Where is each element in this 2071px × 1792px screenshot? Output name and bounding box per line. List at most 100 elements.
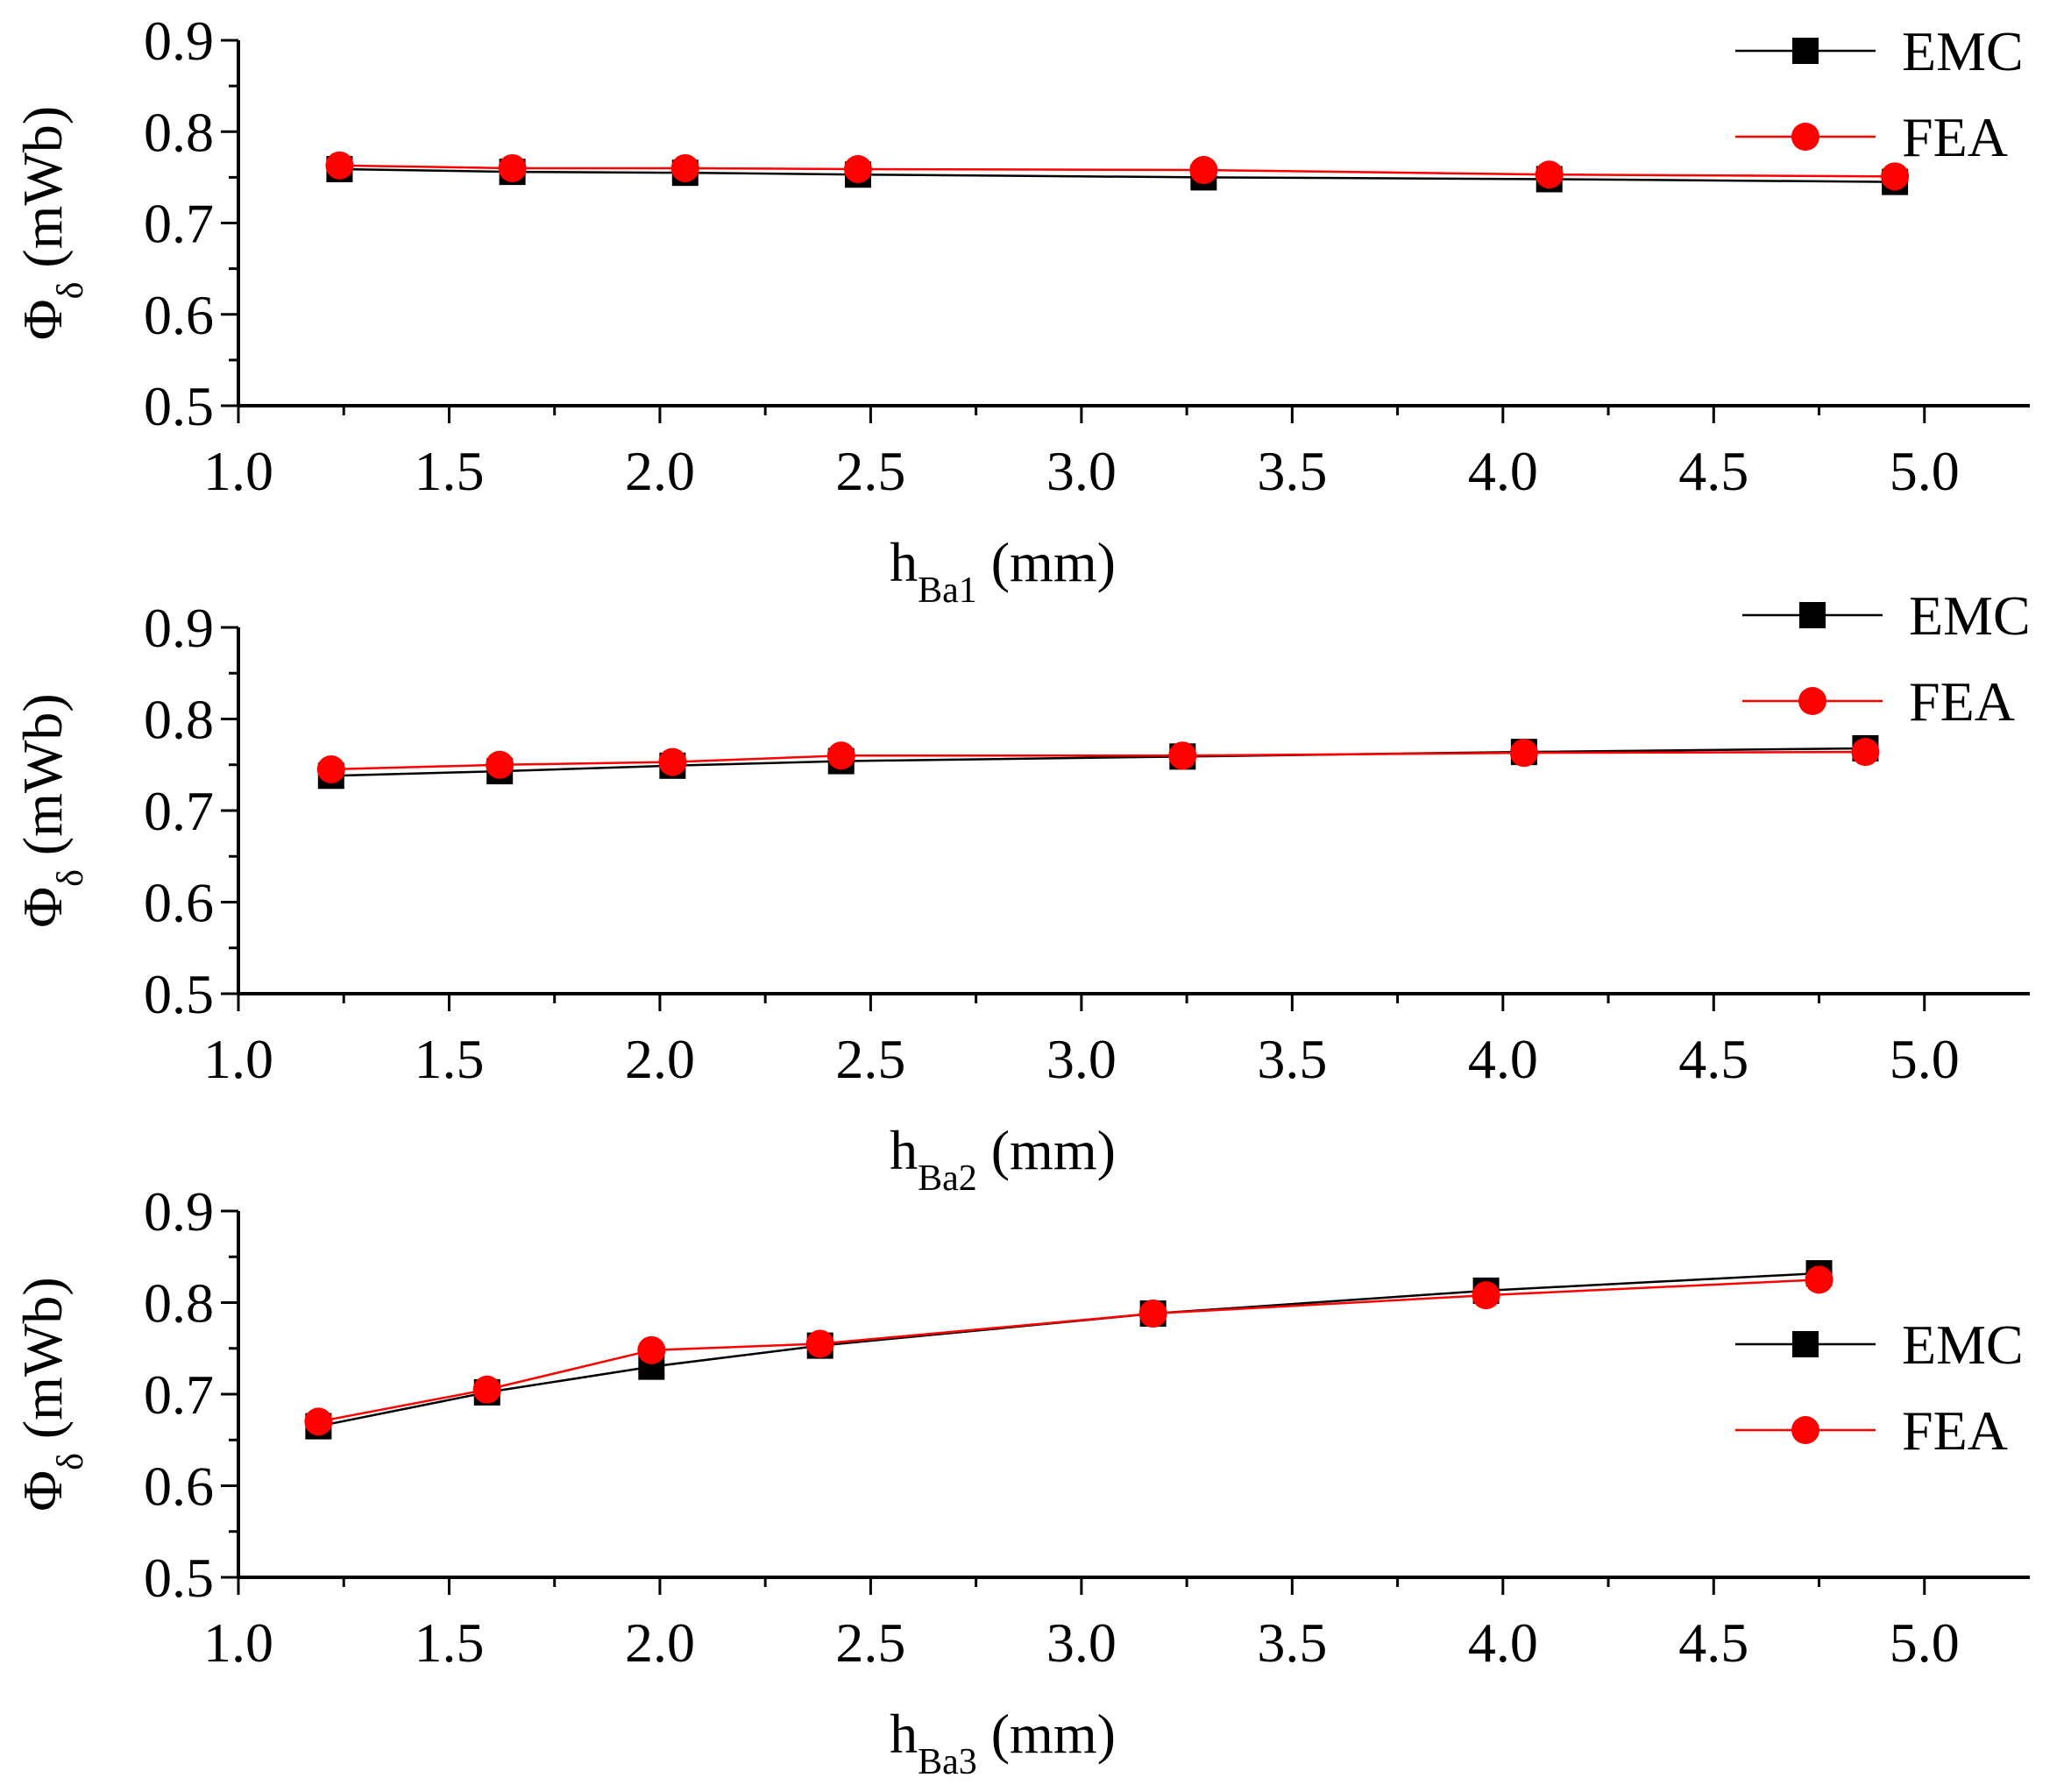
x-axis-label-sub: Ba1 bbox=[918, 570, 977, 611]
x-tick-label: 4.0 bbox=[1468, 1028, 1538, 1090]
x-axis-label-unit: (mm) bbox=[977, 1703, 1116, 1765]
x-axis-label: hBa2 (mm) bbox=[890, 1119, 1116, 1199]
data-point-fea bbox=[486, 750, 514, 779]
y-axis-label-sub: δ bbox=[51, 1453, 91, 1470]
legend-marker-fea bbox=[1791, 123, 1819, 151]
y-axis-label-unit: (mWb) bbox=[11, 1277, 74, 1453]
data-point-fea bbox=[1851, 738, 1880, 767]
y-axis-label-sub: δ bbox=[51, 869, 91, 887]
y-axis-label-main: Φ bbox=[11, 887, 74, 928]
legend-marker-emc bbox=[1792, 38, 1819, 64]
x-tick-label: 3.5 bbox=[1257, 1611, 1327, 1674]
chart-panel-bottom: 1.0 1.5 2.0 2.5 3.0 3.5 4.0 4.5 5.0 0.5 0.6 0.7 0.8 0… bbox=[11, 1180, 2030, 1782]
y-axis-label: Φδ (mWb) bbox=[11, 106, 91, 340]
legend-marker-fea bbox=[1791, 1416, 1819, 1444]
series-line-emc bbox=[318, 1271, 1819, 1427]
x-tick-label: 2.5 bbox=[835, 1028, 905, 1090]
legend: EMC FEA bbox=[1735, 20, 2024, 168]
y-axis-label-unit: (mWb) bbox=[11, 693, 74, 869]
x-tick-label: 4.5 bbox=[1678, 440, 1748, 502]
x-tick-label: 4.0 bbox=[1468, 1611, 1538, 1674]
x-tick-label: 3.0 bbox=[1046, 1611, 1117, 1674]
data-point-fea bbox=[670, 153, 699, 182]
y-tick-label: 0.7 bbox=[144, 1363, 214, 1426]
legend-marker-emc bbox=[1799, 602, 1826, 628]
x-axis-label-unit: (mm) bbox=[977, 1119, 1116, 1181]
x-tick-label: 2.0 bbox=[625, 1611, 695, 1674]
data-point-fea bbox=[1472, 1281, 1500, 1310]
chart-panel-middle: 1.0 1.5 2.0 2.5 3.0 3.5 4.0 4.5 5.0 0.5 0.6 0.7 0.8 0… bbox=[11, 584, 2031, 1199]
data-point-fea bbox=[1535, 160, 1564, 189]
data-point-fea bbox=[325, 151, 354, 180]
x-tick-label: 1.5 bbox=[414, 1028, 484, 1090]
x-tick-label: 1.0 bbox=[203, 1028, 273, 1090]
data-point-fea bbox=[1189, 156, 1218, 185]
data-point-fea bbox=[1138, 1300, 1167, 1328]
y-axis-label-main: Φ bbox=[11, 1470, 74, 1512]
data-point-fea bbox=[843, 154, 872, 183]
x-axis-label-sub: Ba3 bbox=[918, 1742, 977, 1782]
legend-label-emc: EMC bbox=[1902, 20, 2024, 82]
x-axis-label-unit: (mm) bbox=[977, 531, 1116, 593]
x-tick-label: 1.5 bbox=[414, 1611, 484, 1674]
x-axis-label-sub: Ba2 bbox=[918, 1158, 977, 1199]
series-line-fea bbox=[339, 164, 1896, 178]
x-tick-label: 2.5 bbox=[835, 440, 905, 502]
x-tick-label: 4.0 bbox=[1468, 440, 1538, 502]
y-axis-label-main: Φ bbox=[11, 299, 74, 340]
x-tick-label: 3.0 bbox=[1046, 1028, 1117, 1090]
y-tick-label: 0.8 bbox=[144, 101, 214, 163]
legend-label-emc: EMC bbox=[1902, 1314, 2024, 1376]
chart-panel-top: 1.0 1.5 2.0 2.5 3.0 3.5 4.0 4.5 5.0 0.5 0.6 0.7 0.8 0… bbox=[11, 10, 2030, 611]
data-point-fea bbox=[637, 1335, 666, 1364]
x-tick-label: 3.5 bbox=[1257, 440, 1327, 502]
y-tick-label: 0.9 bbox=[144, 1180, 214, 1243]
legend: EMC FEA bbox=[1742, 584, 2031, 733]
data-point-fea bbox=[1509, 739, 1538, 768]
data-point-fea bbox=[472, 1375, 501, 1404]
y-tick-label: 0.7 bbox=[144, 193, 214, 255]
y-tick-label: 0.5 bbox=[144, 375, 214, 437]
y-axis-label: Φδ (mWb) bbox=[11, 693, 91, 927]
x-axis-label: hBa1 (mm) bbox=[890, 531, 1116, 611]
legend-marker-fea bbox=[1798, 687, 1826, 715]
legend-label-fea: FEA bbox=[1902, 106, 2008, 168]
legend: EMC FEA bbox=[1735, 1314, 2024, 1462]
x-axis-label-main: h bbox=[890, 531, 918, 593]
y-tick-label: 0.6 bbox=[144, 872, 214, 934]
series-line-fea bbox=[318, 1278, 1819, 1423]
data-point-fea bbox=[1805, 1265, 1833, 1294]
data-point-fea bbox=[1881, 162, 1910, 191]
y-tick-label: 0.9 bbox=[144, 597, 214, 659]
x-tick-label: 3.0 bbox=[1046, 440, 1117, 502]
data-point-fea bbox=[1168, 741, 1197, 770]
x-tick-label: 5.0 bbox=[1890, 1028, 1960, 1090]
legend-marker-emc bbox=[1792, 1331, 1819, 1357]
legend-label-fea: FEA bbox=[1909, 670, 2015, 733]
y-tick-label: 0.6 bbox=[144, 1456, 214, 1518]
y-tick-label: 0.8 bbox=[144, 689, 214, 751]
x-tick-label: 5.0 bbox=[1890, 1611, 1960, 1674]
y-axis-label: Φδ (mWb) bbox=[11, 1277, 91, 1511]
x-axis-label-main: h bbox=[890, 1119, 918, 1181]
x-tick-label: 1.0 bbox=[203, 1611, 273, 1674]
y-tick-label: 0.9 bbox=[144, 10, 214, 72]
y-axis-label-unit: (mWb) bbox=[11, 106, 74, 282]
y-tick-label: 0.6 bbox=[144, 284, 214, 346]
x-tick-label: 5.0 bbox=[1890, 440, 1960, 502]
x-tick-label: 2.0 bbox=[625, 1028, 695, 1090]
x-tick-label: 2.0 bbox=[625, 440, 695, 502]
x-axis-label-main: h bbox=[890, 1703, 918, 1765]
x-tick-label: 4.5 bbox=[1678, 1028, 1748, 1090]
data-point-fea bbox=[304, 1407, 333, 1436]
x-axis-label: hBa3 (mm) bbox=[890, 1703, 1116, 1782]
data-point-fea bbox=[498, 153, 527, 182]
y-tick-label: 0.8 bbox=[144, 1272, 214, 1335]
x-tick-label: 4.5 bbox=[1678, 1611, 1748, 1674]
x-tick-label: 3.5 bbox=[1257, 1028, 1327, 1090]
data-point-fea bbox=[826, 741, 855, 770]
legend-label-emc: EMC bbox=[1909, 584, 2031, 647]
series-line-fea bbox=[330, 750, 1866, 771]
y-tick-label: 0.5 bbox=[144, 1547, 214, 1609]
